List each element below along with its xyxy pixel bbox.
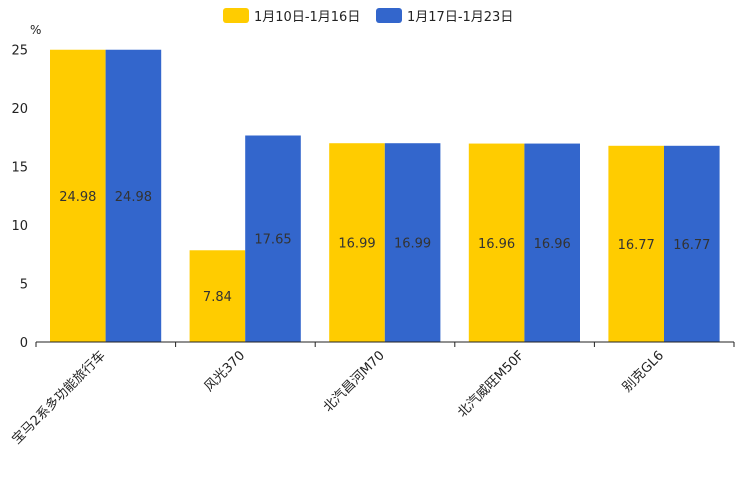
y-axis-unit: % bbox=[30, 23, 41, 37]
bar-series-2 bbox=[105, 49, 162, 342]
legend-swatch-series-1 bbox=[223, 8, 249, 23]
bar-value-label: 24.98 bbox=[115, 190, 152, 205]
y-tick-label: 10 bbox=[11, 219, 28, 234]
bar-value-labels: 24.98 7.84 16.99 16.96 16.77 24.98 17.65 16.99 1… bbox=[59, 190, 710, 305]
bar-series-1 bbox=[189, 250, 246, 342]
y-tick-label: 25 bbox=[11, 44, 28, 59]
bar-series-1 bbox=[608, 145, 664, 342]
bar-value-label: 16.96 bbox=[534, 237, 571, 252]
legend: 1月10日-1月16日 1月17日-1月23日 bbox=[223, 8, 513, 25]
legend-label-series-2: 1月17日-1月23日 bbox=[407, 10, 513, 25]
bar-value-label: 16.77 bbox=[673, 238, 710, 253]
x-category-label: 宝马2系多功能旅行车 bbox=[9, 348, 109, 448]
y-axis-ticks: 0 5 10 15 20 25 bbox=[11, 44, 28, 352]
x-category-label: 别克GL6 bbox=[620, 348, 667, 395]
x-category-label: 北汽昌河M70 bbox=[321, 348, 388, 415]
bar-value-label: 17.65 bbox=[254, 233, 291, 248]
legend-label-series-1: 1月10日-1月16日 bbox=[254, 10, 360, 25]
x-category-label: 北汽威旺M50F bbox=[455, 348, 527, 420]
bar-value-label: 24.98 bbox=[59, 190, 96, 205]
y-tick-label: 0 bbox=[20, 336, 28, 351]
bar-series-2 bbox=[245, 135, 301, 342]
x-category-label: 风光370 bbox=[202, 348, 249, 395]
bar-series-1 bbox=[468, 143, 525, 342]
bar-series-2 bbox=[384, 143, 441, 342]
legend-swatch-series-2 bbox=[376, 8, 402, 23]
y-tick-label: 15 bbox=[11, 161, 28, 176]
bar-series-1 bbox=[329, 143, 385, 342]
y-tick-label: 20 bbox=[11, 102, 28, 117]
bar-value-label: 16.77 bbox=[618, 238, 655, 253]
bars bbox=[50, 49, 720, 342]
bar-series-1 bbox=[50, 49, 106, 342]
bar-series-2 bbox=[664, 145, 720, 342]
bar-value-label: 7.84 bbox=[203, 290, 232, 305]
y-tick-label: 5 bbox=[20, 278, 28, 293]
x-axis-ticks: 宝马2系多功能旅行车 风光370 北汽昌河M70 北汽威旺M50F 别克GL6 bbox=[9, 342, 735, 448]
bar-series-2 bbox=[524, 143, 580, 342]
bar-value-label: 16.99 bbox=[394, 237, 431, 252]
bar-value-label: 16.96 bbox=[478, 237, 515, 252]
bar-value-label: 16.99 bbox=[338, 237, 375, 252]
